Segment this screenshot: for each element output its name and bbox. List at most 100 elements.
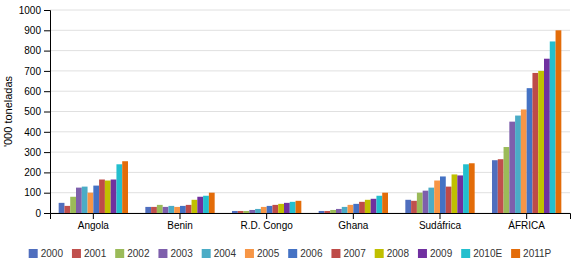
bar — [544, 59, 550, 213]
y-tick-label: 300 — [24, 147, 41, 158]
bar — [498, 159, 504, 213]
y-tick-label: 400 — [24, 127, 41, 138]
bar — [76, 188, 82, 213]
x-tick: Benin — [167, 213, 193, 231]
bar — [203, 196, 209, 213]
y-tick: 200 — [24, 167, 50, 178]
legend-item: 2002 — [115, 248, 150, 259]
bar — [232, 211, 238, 213]
bar — [59, 203, 65, 213]
x-tick-mark — [266, 213, 267, 219]
y-tick: 900 — [24, 25, 50, 36]
bar — [151, 207, 157, 213]
bar — [163, 207, 169, 213]
x-tick: Angola — [78, 213, 110, 231]
bar — [261, 207, 267, 213]
legend-swatch — [331, 249, 340, 258]
x-axis: AngolaBeninR.D. CongoGhanaSudáfricaÁFRIC… — [51, 213, 571, 231]
y-tick-label: 500 — [24, 106, 41, 117]
legend-label: 2006 — [300, 248, 323, 259]
legend-swatch — [375, 249, 384, 258]
x-tick-mark — [93, 213, 94, 219]
bar — [353, 204, 359, 213]
y-tick-mark — [44, 30, 50, 31]
x-tick-label: Benin — [167, 220, 193, 231]
bar — [452, 174, 458, 213]
x-tick-label: ÁFRICA — [508, 219, 545, 231]
bar — [93, 186, 99, 213]
legend-swatch — [202, 249, 211, 258]
legend-item: 2011P — [511, 248, 552, 259]
bar — [105, 181, 111, 213]
legend-swatch — [511, 249, 520, 258]
legend-item: 2007 — [331, 248, 366, 259]
bar — [116, 164, 122, 213]
bar — [209, 193, 215, 213]
y-tick-label: 0 — [35, 208, 41, 219]
legend-item: 2001 — [72, 248, 107, 259]
legend-swatch — [245, 249, 254, 258]
legend-item: 2003 — [158, 248, 193, 259]
y-tick-mark — [44, 71, 50, 72]
bar — [186, 205, 192, 213]
chart: 01002003004005006007008009001000AngolaBe… — [0, 0, 580, 263]
y-tick: 1000 — [19, 5, 50, 16]
y-tick-label: 1000 — [19, 5, 42, 16]
grid — [50, 10, 570, 213]
bar-series — [122, 30, 561, 213]
bar — [469, 163, 475, 213]
y-tick: 600 — [24, 86, 50, 97]
bar — [371, 199, 377, 213]
bar-series — [59, 160, 498, 213]
y-tick-mark — [44, 132, 50, 133]
y-tick-label: 800 — [24, 45, 41, 56]
y-tick-mark — [44, 152, 50, 153]
bar — [319, 211, 325, 213]
bar — [122, 161, 128, 213]
legend-item: 2008 — [375, 248, 410, 259]
bar-series — [105, 71, 544, 213]
bar-series — [116, 41, 555, 213]
bar — [168, 206, 174, 213]
legend-label: 2001 — [84, 248, 107, 259]
bar — [290, 202, 296, 213]
bar — [180, 206, 186, 213]
y-axis-line — [44, 11, 51, 214]
bar — [521, 109, 527, 213]
bar — [434, 181, 440, 213]
legend-item: 2005 — [245, 248, 280, 259]
y-tick-label: 200 — [24, 167, 41, 178]
bar-series — [93, 88, 532, 213]
grid-line — [50, 131, 570, 132]
grid-line — [50, 152, 570, 153]
bar-series — [111, 59, 550, 213]
grid-line — [50, 10, 570, 11]
bar — [238, 211, 244, 213]
legend-label: 2005 — [257, 248, 280, 259]
bar — [70, 197, 76, 213]
y-tick-label: 700 — [24, 66, 41, 77]
legend-swatch — [158, 249, 167, 258]
bar — [296, 201, 302, 213]
bar — [463, 164, 469, 213]
x-tick-mark — [180, 213, 181, 219]
legend-swatch — [288, 249, 297, 258]
bar — [174, 207, 180, 213]
legend-swatch — [115, 249, 124, 258]
legend-swatch — [418, 249, 427, 258]
bar — [440, 176, 446, 213]
bar-series — [76, 122, 515, 213]
bar — [359, 202, 365, 213]
x-tick-label: Angola — [78, 220, 110, 231]
legend-label: 2004 — [214, 248, 237, 259]
grid-line — [50, 111, 570, 112]
bar — [509, 122, 515, 213]
legend-swatch — [29, 249, 38, 258]
legend-item: 2009 — [418, 248, 453, 259]
bar — [423, 191, 429, 213]
bar — [376, 196, 382, 213]
y-tick: 500 — [24, 106, 50, 117]
y-tick-mark — [44, 51, 50, 52]
bar — [272, 205, 278, 213]
y-tick-mark — [44, 112, 50, 113]
